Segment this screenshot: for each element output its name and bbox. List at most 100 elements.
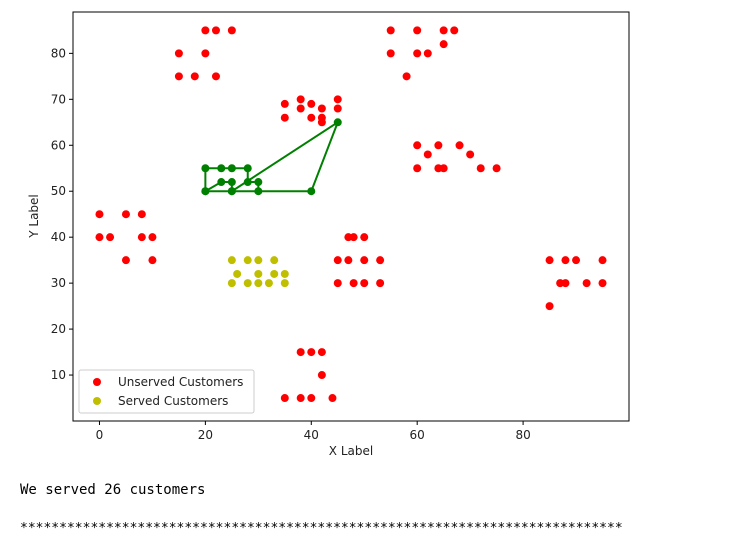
unserved-point <box>307 348 316 357</box>
unserved-point <box>296 348 305 357</box>
route-point <box>254 187 263 196</box>
unserved-point <box>296 95 305 104</box>
unserved-point <box>423 49 432 58</box>
unserved-point <box>333 256 342 265</box>
unserved-point <box>174 49 183 58</box>
unserved-point <box>434 141 443 150</box>
unserved-point <box>317 118 326 127</box>
separator-line: ****************************************… <box>20 521 623 536</box>
served-point <box>243 279 252 288</box>
unserved-point <box>211 72 220 81</box>
legend-label-unserved: Unserved Customers <box>118 375 243 389</box>
unserved-point <box>328 394 337 403</box>
served-point <box>233 269 242 278</box>
legend-marker-unserved <box>93 378 101 386</box>
legend-box <box>78 369 255 414</box>
route-point <box>333 118 342 127</box>
x-tick-label: 0 <box>96 428 104 442</box>
served-point <box>227 279 236 288</box>
unserved-point <box>466 150 475 159</box>
unserved-point <box>386 26 395 35</box>
unserved-point <box>439 26 448 35</box>
y-tick-label: 10 <box>51 368 66 382</box>
y-tick-label: 40 <box>51 230 66 244</box>
unserved-point <box>296 394 305 403</box>
x-tick-label: 20 <box>198 428 213 442</box>
unserved-point <box>349 279 358 288</box>
served-point <box>270 256 279 265</box>
unserved-point <box>450 26 459 35</box>
unserved-point <box>598 279 607 288</box>
unserved-point <box>376 279 385 288</box>
unserved-point <box>349 233 358 242</box>
x-axis-label: X Label <box>329 444 373 458</box>
y-tick-label: 30 <box>51 276 66 290</box>
served-point <box>280 269 289 278</box>
unserved-point <box>190 72 199 81</box>
unserved-point <box>333 104 342 113</box>
route-point <box>227 178 236 187</box>
unserved-point <box>413 26 422 35</box>
unserved-point <box>333 95 342 104</box>
unserved-point <box>211 26 220 35</box>
unserved-point <box>402 72 411 81</box>
output-text: We served 26 customers <box>20 482 206 498</box>
unserved-point <box>561 279 570 288</box>
unserved-point <box>317 348 326 357</box>
unserved-point <box>148 233 157 242</box>
unserved-point <box>307 113 316 122</box>
route-point <box>217 164 226 173</box>
served-point <box>270 269 279 278</box>
plot-area <box>72 11 630 422</box>
unserved-point <box>561 256 570 265</box>
unserved-point <box>280 113 289 122</box>
unserved-point <box>344 256 353 265</box>
chart-svg: 0 20 40 60 80 10 20 30 40 50 60 70 80 X Label Y Labe… <box>27 11 630 458</box>
unserved-point <box>423 150 432 159</box>
route-line <box>201 118 342 196</box>
unserved-point <box>333 279 342 288</box>
route-point <box>307 187 316 196</box>
unserved-point <box>95 233 104 242</box>
served-point <box>254 269 263 278</box>
route-point <box>217 178 226 187</box>
unserved-point <box>201 26 210 35</box>
legend: Unserved Customers Served Customers <box>78 369 255 414</box>
unserved-point <box>598 256 607 265</box>
unserved-point <box>376 256 385 265</box>
unserved-point <box>296 104 305 113</box>
served-point <box>243 256 252 265</box>
unserved-point <box>413 164 422 173</box>
unserved-point <box>106 233 115 242</box>
unserved-point <box>137 210 146 219</box>
served-point <box>264 279 273 288</box>
served-point <box>227 256 236 265</box>
legend-label-served: Served Customers <box>118 394 228 408</box>
x-tick-label: 40 <box>304 428 319 442</box>
y-tick-label: 20 <box>51 322 66 336</box>
unserved-point <box>492 164 501 173</box>
unserved-point <box>148 256 157 265</box>
data-points <box>95 26 607 403</box>
unserved-point <box>307 394 316 403</box>
unserved-point <box>201 49 210 58</box>
unserved-point <box>439 40 448 49</box>
route-point <box>254 178 263 187</box>
served-point <box>254 256 263 265</box>
unserved-point <box>413 141 422 150</box>
unserved-point <box>121 256 130 265</box>
unserved-point <box>545 256 554 265</box>
y-tick-label: 80 <box>51 46 66 60</box>
unserved-point <box>227 26 236 35</box>
unserved-point <box>360 279 369 288</box>
unserved-point <box>545 302 554 311</box>
unserved-point <box>360 256 369 265</box>
unserved-point <box>582 279 591 288</box>
unserved-point <box>455 141 464 150</box>
unserved-point <box>386 49 395 58</box>
unserved-point <box>476 164 485 173</box>
y-tick-label: 50 <box>51 184 66 198</box>
y-axis-label: Y Label <box>27 194 41 239</box>
unserved-point <box>280 99 289 108</box>
unserved-point <box>121 210 130 219</box>
